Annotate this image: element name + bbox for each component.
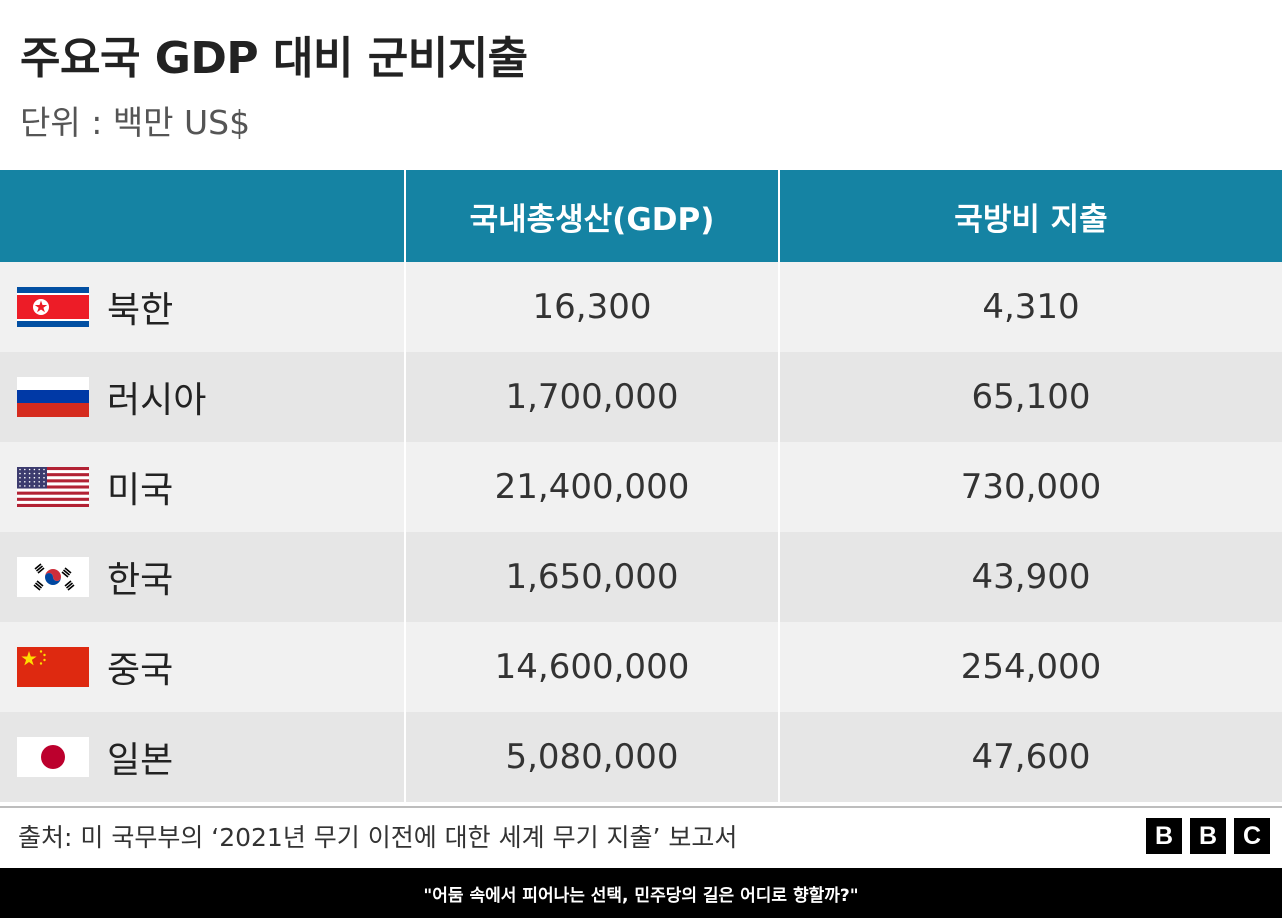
country-name: 일본 — [107, 740, 174, 781]
gdp-value: 21,400,000 — [404, 442, 779, 532]
country-cell: 북한 — [0, 262, 405, 352]
table-row: 러시아 1,700,000 65,100 — [0, 352, 1282, 442]
header-gdp: 국내총생산(GDP) — [404, 170, 779, 262]
japan-flag — [17, 737, 89, 777]
table-body: 북한 16,300 4,310 러시아 1,700,000 65,100 미국 21,400,… — [0, 262, 1282, 802]
footer-divider — [0, 806, 1282, 808]
country-name: 한국 — [107, 560, 174, 601]
country-cell: 중국 — [0, 622, 405, 712]
country-cell: 미국 — [0, 442, 405, 532]
source-note: 출처: 미 국무부의 ‘2021년 무기 이전에 대한 세계 무기 지출’ 보고… — [18, 823, 738, 852]
defense-value: 4,310 — [778, 262, 1282, 352]
country-name: 중국 — [107, 650, 174, 691]
table-row: 일본 5,080,000 47,600 — [0, 712, 1282, 802]
bottom-caption: "어둠 속에서 피어나는 선택, 민주당의 길은 어디로 향할까?" — [423, 885, 859, 906]
table-header-row: 국내총생산(GDP) 국방비 지출 — [0, 170, 1282, 262]
chart-subtitle: 단위 : 백만 US$ — [20, 103, 251, 142]
table-row: 북한 16,300 4,310 — [0, 262, 1282, 352]
logo-letter: C — [1234, 818, 1270, 854]
country-name: 러시아 — [107, 380, 207, 421]
gdp-value: 1,700,000 — [404, 352, 779, 442]
table-row: 미국 21,400,000 730,000 — [0, 442, 1282, 532]
north-korea-flag — [17, 287, 89, 327]
header-defense: 국방비 지출 — [778, 170, 1282, 262]
table-row: 중국 14,600,000 254,000 — [0, 622, 1282, 712]
russia-flag — [17, 377, 89, 417]
defense-value: 65,100 — [778, 352, 1282, 442]
country-cell: 일본 — [0, 712, 405, 802]
china-flag — [17, 647, 89, 687]
table-row: 한국 1,650,000 43,900 — [0, 532, 1282, 622]
chart-title: 주요국 GDP 대비 군비지출 — [20, 33, 528, 84]
logo-letter: B — [1146, 818, 1182, 854]
usa-flag — [17, 467, 89, 507]
defense-value: 43,900 — [778, 532, 1282, 622]
header-country — [0, 170, 405, 262]
gdp-value: 5,080,000 — [404, 712, 779, 802]
country-name: 북한 — [107, 290, 174, 331]
gdp-value: 14,600,000 — [404, 622, 779, 712]
country-name: 미국 — [107, 470, 174, 511]
gdp-value: 16,300 — [404, 262, 779, 352]
data-table: 국내총생산(GDP) 국방비 지출 북한 16,300 4,310 러시아 1,700,… — [0, 170, 1282, 802]
gdp-value: 1,650,000 — [404, 532, 779, 622]
defense-value: 730,000 — [778, 442, 1282, 532]
defense-value: 47,600 — [778, 712, 1282, 802]
bbc-logo: B B C — [1146, 818, 1270, 854]
bottom-caption-bar: "어둠 속에서 피어나는 선택, 민주당의 길은 어디로 향할까?" — [0, 868, 1282, 918]
logo-letter: B — [1190, 818, 1226, 854]
country-cell: 한국 — [0, 532, 405, 622]
defense-value: 254,000 — [778, 622, 1282, 712]
south-korea-flag — [17, 557, 89, 597]
country-cell: 러시아 — [0, 352, 405, 442]
